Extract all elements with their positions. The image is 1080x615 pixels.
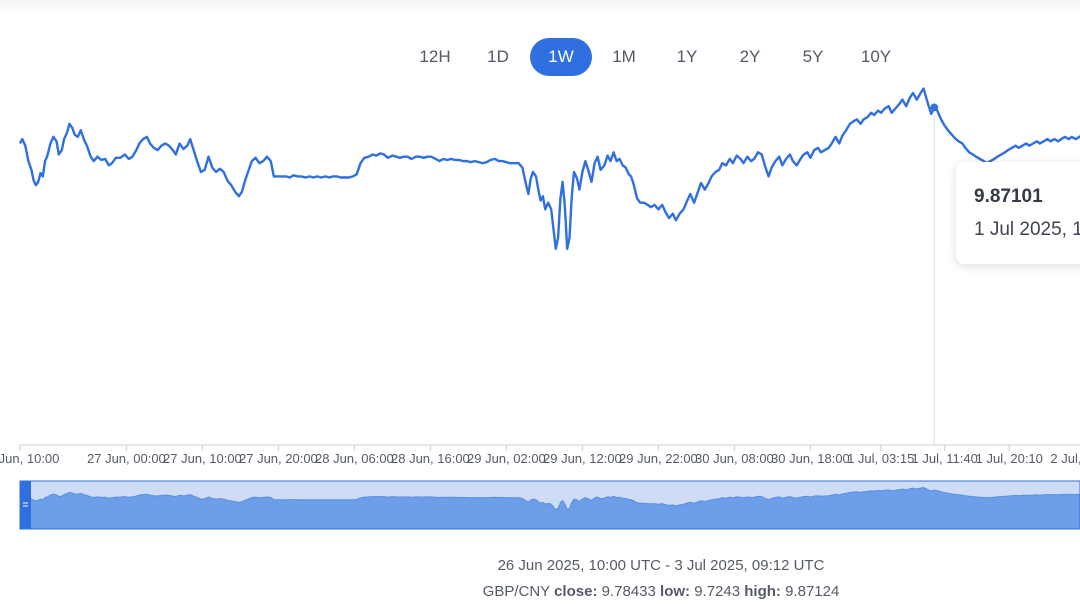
range-button-1m[interactable]: 1M bbox=[593, 38, 655, 76]
price-tooltip: 9.87101 1 Jul 2025, 11:40 bbox=[956, 162, 1080, 264]
range-selector: 12H 1D 1W 1M 1Y 2Y 5Y 10Y bbox=[404, 38, 908, 76]
x-tick-label: 26 Jun, 10:00 bbox=[0, 451, 59, 466]
range-button-1d[interactable]: 1D bbox=[467, 38, 529, 76]
highlight-point bbox=[930, 103, 939, 112]
range-button-1w[interactable]: 1W bbox=[530, 38, 592, 76]
series-line-gbp-cny bbox=[18, 87, 1080, 250]
x-tick-label: 2 Jul, 06:00 bbox=[1050, 451, 1080, 466]
x-tick-label: 27 Jun, 10:00 bbox=[163, 451, 242, 466]
x-tick-label: 29 Jun, 12:00 bbox=[543, 451, 622, 466]
x-tick-label: 1 Jul, 11:40 bbox=[912, 451, 978, 466]
close-value: 9.78433 bbox=[601, 583, 656, 600]
currency-pair: GBP/CNY bbox=[482, 583, 550, 600]
x-tick-label: 29 Jun, 02:00 bbox=[467, 451, 546, 466]
range-button-1y[interactable]: 1Y bbox=[656, 38, 718, 76]
x-tick-label: 29 Jun, 22:00 bbox=[619, 451, 698, 466]
x-tick-label: 1 Jul, 20:10 bbox=[976, 451, 1043, 466]
range-button-2y[interactable]: 2Y bbox=[719, 38, 781, 76]
tooltip-date: 1 Jul 2025, 11:40 bbox=[974, 219, 1080, 240]
range-button-5y[interactable]: 5Y bbox=[782, 38, 844, 76]
x-tick-label: 28 Jun, 16:00 bbox=[391, 451, 470, 466]
top-shadow bbox=[0, 0, 1080, 14]
tooltip-value: 9.87101 bbox=[974, 186, 1043, 207]
x-tick-label: 30 Jun, 18:00 bbox=[771, 451, 850, 466]
navigator-area bbox=[19, 486, 1080, 530]
high-label: high: bbox=[744, 583, 781, 600]
x-tick-label: 30 Jun, 08:00 bbox=[695, 451, 774, 466]
x-tick-label: 28 Jun, 06:00 bbox=[315, 451, 394, 466]
x-tick-label: 27 Jun, 20:00 bbox=[239, 451, 318, 466]
low-label: low: bbox=[660, 583, 691, 600]
navigator-handle[interactable] bbox=[20, 481, 31, 529]
low-value: 9.7243 bbox=[694, 583, 741, 600]
range-button-12h[interactable]: 12H bbox=[404, 38, 466, 76]
x-tick-label: 1 Jul, 03:15 bbox=[847, 451, 914, 466]
price-summary: GBP/CNY close: 9.78433 low: 9.7243 high:… bbox=[0, 583, 1080, 600]
range-button-10y[interactable]: 10Y bbox=[845, 38, 907, 76]
x-tick-label: 27 Jun, 00:00 bbox=[87, 451, 166, 466]
close-label: close: bbox=[554, 583, 598, 600]
high-value: 9.87124 bbox=[785, 583, 840, 600]
date-range-text: 26 Jun 2025, 10:00 UTC - 3 Jul 2025, 09:… bbox=[497, 557, 825, 574]
